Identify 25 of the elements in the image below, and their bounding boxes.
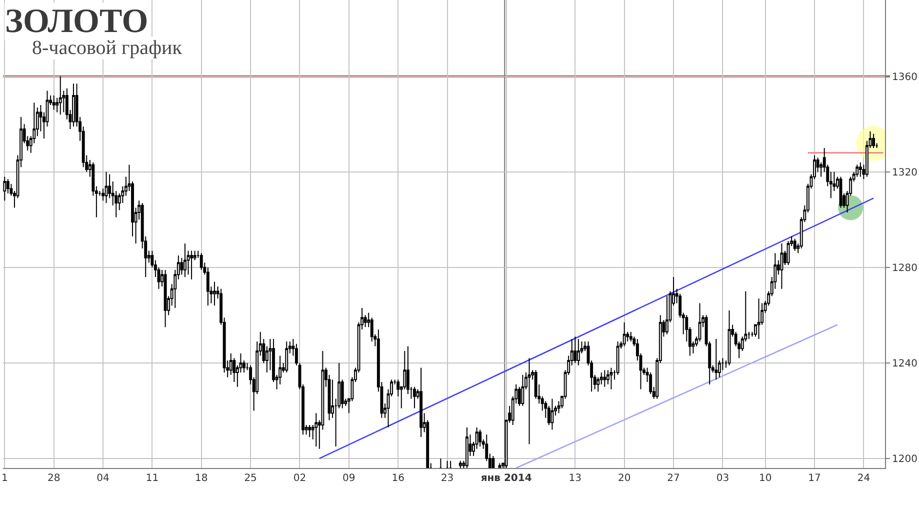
y-tick-label: 1240 xyxy=(892,358,918,370)
x-tick-label: 10 xyxy=(758,473,772,484)
x-tick-label: 25 xyxy=(244,473,257,484)
y-tick-label: 1200 xyxy=(892,454,918,465)
x-tick-label: 03 xyxy=(716,473,730,484)
y-tick-label: 1320 xyxy=(892,167,918,178)
y-tick-label: 1360 xyxy=(892,72,918,83)
x-tick-label: янв 2014 xyxy=(480,473,532,484)
x-tick-label: 04 xyxy=(96,473,110,484)
x-tick-label: 20 xyxy=(618,473,631,484)
x-tick-label: 02 xyxy=(293,473,306,484)
x-tick-label: 28 xyxy=(47,473,60,484)
x-tick-label: 09 xyxy=(342,473,356,484)
x-tick-label: 27 xyxy=(667,473,680,484)
x-tick-label: 24 xyxy=(857,473,870,484)
x-tick-label: 17 xyxy=(808,473,821,484)
chart-title: ЗОЛОТО xyxy=(5,3,148,40)
x-tick-label: 11 xyxy=(146,473,159,484)
x-tick-label: 23 xyxy=(440,473,454,484)
y-tick-label: 1280 xyxy=(892,262,918,274)
x-tick-label: 13 xyxy=(568,473,582,484)
x-tick-label: 16 xyxy=(392,473,404,484)
x-tick-label: 1 xyxy=(1,473,8,484)
x-tick-label: 18 xyxy=(195,473,208,484)
text: 8-часовой график xyxy=(32,37,182,59)
